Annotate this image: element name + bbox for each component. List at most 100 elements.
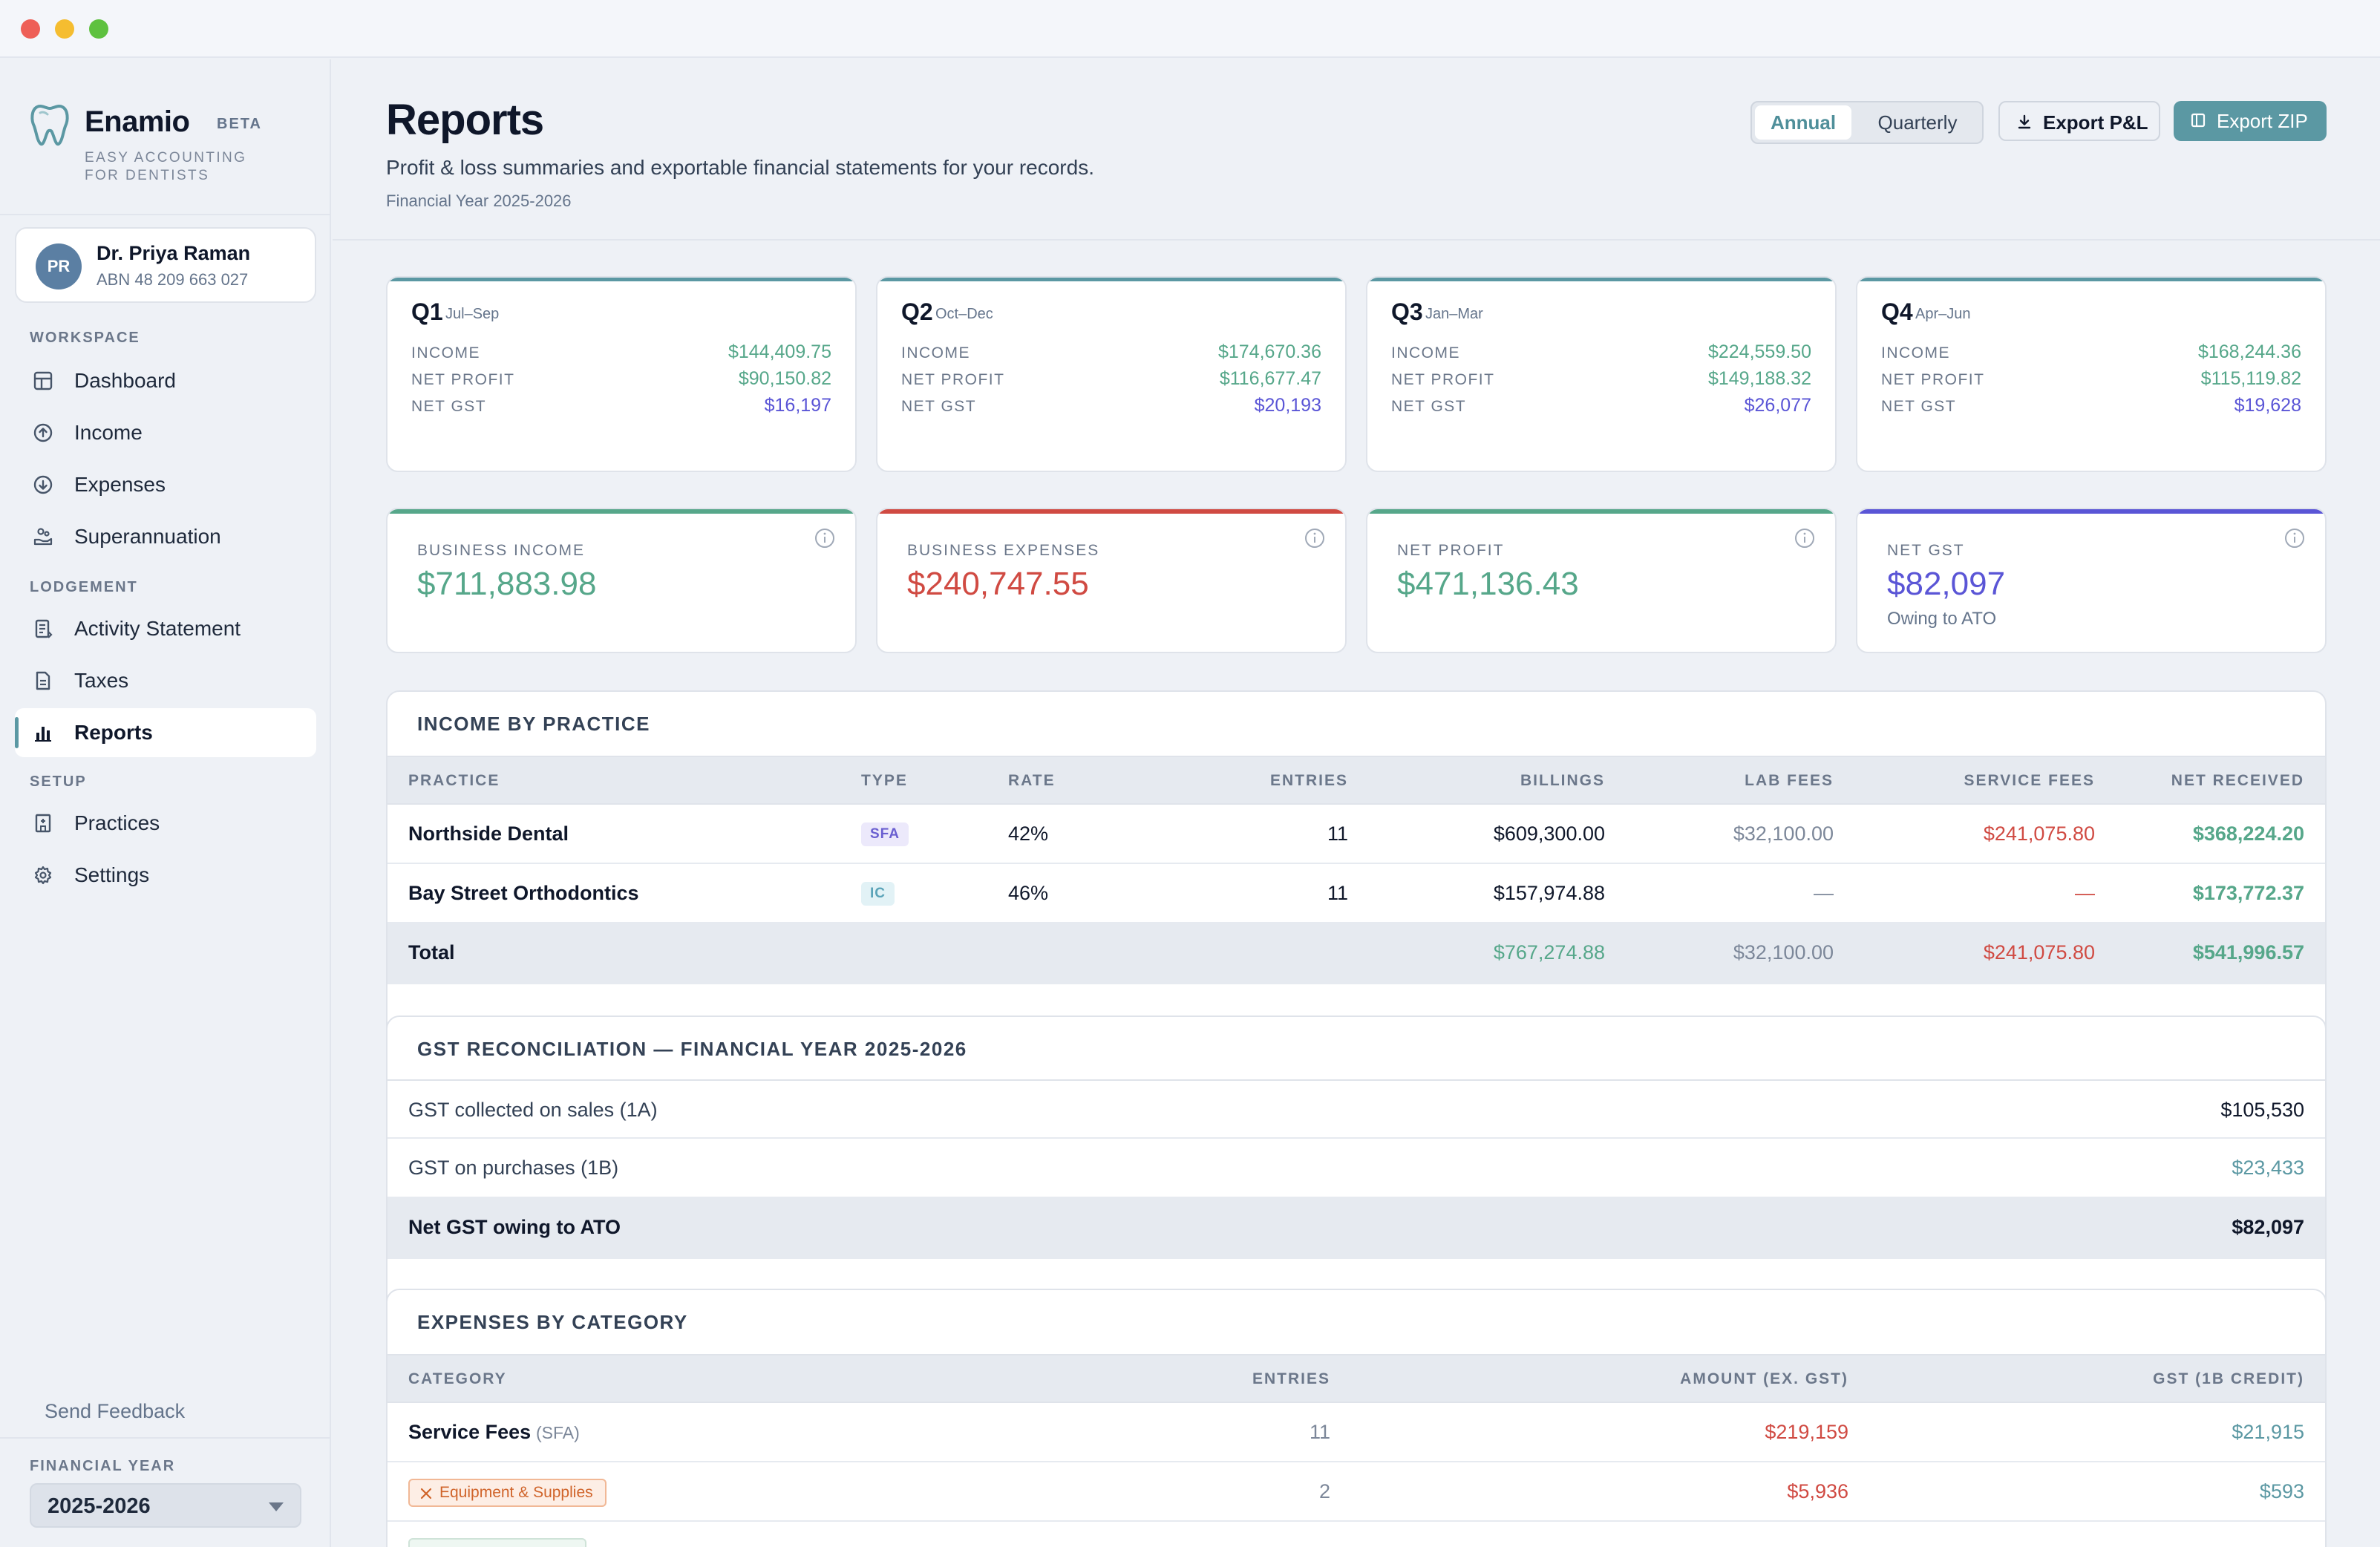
info-icon[interactable] — [1794, 527, 1816, 549]
sidebar-item-expenses[interactable]: Expenses — [15, 460, 316, 509]
sidebar-item-reports[interactable]: Reports — [15, 708, 316, 757]
financial-year-value: 2025-2026 — [48, 1494, 151, 1518]
column-header[interactable]: PRACTICE — [408, 772, 500, 789]
window-titlebar — [0, 0, 2380, 58]
archive-icon — [2191, 113, 2206, 128]
sidebar-item-label: Reports — [74, 721, 153, 744]
column-header[interactable]: CATEGORY — [408, 1370, 507, 1387]
column-header[interactable]: RATE — [1008, 772, 1056, 789]
metric-value: $240,747.55 — [907, 566, 1089, 602]
quarter-card-q3: Q3 Jan–Mar INCOME $224,559.50 NET PROFIT $… — [1366, 276, 1837, 472]
gst-total-row: Net GST owing to ATO $82,097 — [388, 1198, 2325, 1259]
panel-title: INCOME BY PRACTICE — [417, 713, 650, 735]
quarter-net-profit-label: NET PROFIT — [1391, 371, 1495, 388]
column-header[interactable]: BILLINGS — [1520, 772, 1605, 789]
download-icon — [2018, 114, 2031, 129]
category-name: Service Fees — [408, 1421, 532, 1443]
quarter-name: Q2 — [901, 298, 933, 325]
quarter-net-gst-label: NET GST — [1881, 398, 1957, 415]
column-header[interactable]: LAB FEES — [1745, 772, 1834, 789]
sidebar-item-dashboard[interactable]: Dashboard — [15, 356, 316, 405]
financial-year-select[interactable]: 2025-2026 — [30, 1483, 301, 1528]
info-icon[interactable] — [2283, 527, 2306, 549]
export-zip-button[interactable]: Export ZIP — [2174, 101, 2327, 141]
chevron-down-icon — [269, 1502, 284, 1511]
table-row[interactable]: Bay Street Orthodontics IC 46% 11 $157,9… — [388, 864, 2325, 923]
table-row[interactable] — [388, 1522, 2325, 1547]
export-pl-label: Export P&L — [2043, 111, 2148, 134]
practice-net-received: $368,224.20 — [2192, 822, 2304, 845]
table-row[interactable]: Service Fees (SFA) 11 $219,159 $21,915 — [388, 1403, 2325, 1462]
export-zip-label: Export ZIP — [2217, 110, 2308, 132]
superannuation-icon — [33, 528, 53, 546]
send-feedback-link[interactable]: Send Feedback — [45, 1400, 186, 1422]
column-header[interactable]: NET RECEIVED — [2171, 772, 2304, 789]
total-net-received: $541,996.57 — [2192, 941, 2304, 964]
sidebar-item-settings[interactable]: Settings — [15, 851, 316, 900]
sidebar-item-superannuation[interactable]: Superannuation — [15, 512, 316, 561]
quarter-name: Q3 — [1391, 298, 1423, 325]
category-entries: 11 — [1309, 1421, 1330, 1443]
settings-icon — [34, 866, 52, 885]
toggle-annual[interactable]: Annual — [1755, 105, 1851, 140]
column-header[interactable]: TYPE — [861, 772, 908, 789]
sidebar-item-activity-statement[interactable]: Activity Statement — [15, 604, 316, 653]
export-pl-button[interactable]: Export P&L — [1998, 101, 2160, 141]
quarter-range: Oct–Dec — [935, 306, 993, 322]
sidebar-item-label: Practices — [74, 811, 160, 834]
metric-value: $711,883.98 — [417, 566, 597, 602]
maximize-window-button[interactable] — [89, 19, 108, 39]
column-header[interactable]: ENTRIES — [1252, 1370, 1330, 1387]
toggle-quarterly[interactable]: Quarterly — [1877, 111, 1958, 134]
gst-total-label: Net GST owing to ATO — [408, 1216, 621, 1238]
practice-entries: 11 — [1327, 822, 1348, 845]
quarter-net-profit-label: NET PROFIT — [901, 371, 1005, 388]
column-header[interactable]: GST (1B CREDIT) — [2153, 1370, 2304, 1387]
gst-row-value: $23,433 — [2232, 1157, 2304, 1179]
gst-row-label: GST on purchases (1B) — [408, 1157, 619, 1179]
total-billings: $767,274.88 — [1493, 941, 1605, 964]
metric-card-net-gst: NET GST $82,097 Owing to ATO — [1856, 508, 2327, 653]
practice-lab-fees: $32,100.00 — [1733, 822, 1834, 845]
table-total-row: Total $767,274.88 $32,100.00 $241,075.80… — [388, 923, 2325, 984]
page-title: Reports — [386, 96, 544, 144]
practice-rate: 42% — [1008, 822, 1049, 845]
table-row[interactable]: Equipment & Supplies 2 $5,936 $593 — [388, 1462, 2325, 1522]
info-icon[interactable] — [814, 527, 836, 549]
app-tagline-line-2: FOR DENTISTS — [85, 168, 210, 183]
quarter-range: Apr–Jun — [1915, 306, 1971, 322]
quarter-income-label: INCOME — [1881, 344, 1950, 362]
category-entries: 2 — [1318, 1480, 1330, 1502]
gst-row: GST on purchases (1B) $23,433 — [388, 1139, 2325, 1198]
panel-title: EXPENSES BY CATEGORY — [417, 1311, 688, 1333]
gst-row-label: GST collected on sales (1A) — [408, 1099, 658, 1121]
quarter-net-gst-value: $26,077 — [1744, 395, 1811, 416]
column-header[interactable]: SERVICE FEES — [1964, 772, 2095, 789]
expenses-by-category-panel: EXPENSES BY CATEGORY CATEGORY ENTRIES AM… — [386, 1289, 2327, 1547]
period-toggle: Annual Quarterly — [1750, 101, 1984, 144]
user-card[interactable]: PR Dr. Priya Raman ABN 48 209 663 027 — [15, 227, 316, 303]
nav-section-workspace: WORKSPACE — [30, 330, 140, 346]
info-icon[interactable] — [1304, 527, 1326, 549]
close-window-button[interactable] — [21, 19, 40, 39]
tooth-logo-icon — [30, 105, 69, 146]
column-header[interactable]: ENTRIES — [1269, 772, 1348, 789]
quarter-income-value: $168,244.36 — [2197, 341, 2301, 362]
table-row[interactable]: Northside Dental SFA 42% 11 $609,300.00 … — [388, 805, 2325, 864]
quarter-range: Jul–Sep — [445, 306, 500, 322]
column-header[interactable]: AMOUNT (EX. GST) — [1680, 1370, 1848, 1387]
total-label: Total — [408, 941, 455, 964]
sidebar-item-practices[interactable]: Practices — [15, 799, 316, 848]
sidebar-item-taxes[interactable]: Taxes — [15, 656, 316, 705]
dashboard-icon — [33, 371, 53, 390]
sidebar-item-label: Expenses — [74, 473, 166, 496]
quarter-income-value: $144,409.75 — [728, 341, 831, 362]
table-header: CATEGORY ENTRIES AMOUNT (EX. GST) GST (1… — [388, 1354, 2325, 1403]
minimize-window-button[interactable] — [55, 19, 74, 39]
metric-label: BUSINESS EXPENSES — [907, 542, 1100, 559]
category-chip: Equipment & Supplies — [408, 1479, 607, 1507]
quarter-net-gst-label: NET GST — [1391, 398, 1467, 415]
quarter-range: Jan–Mar — [1425, 306, 1483, 322]
practices-icon — [35, 814, 51, 833]
sidebar-item-income[interactable]: Income — [15, 408, 316, 457]
